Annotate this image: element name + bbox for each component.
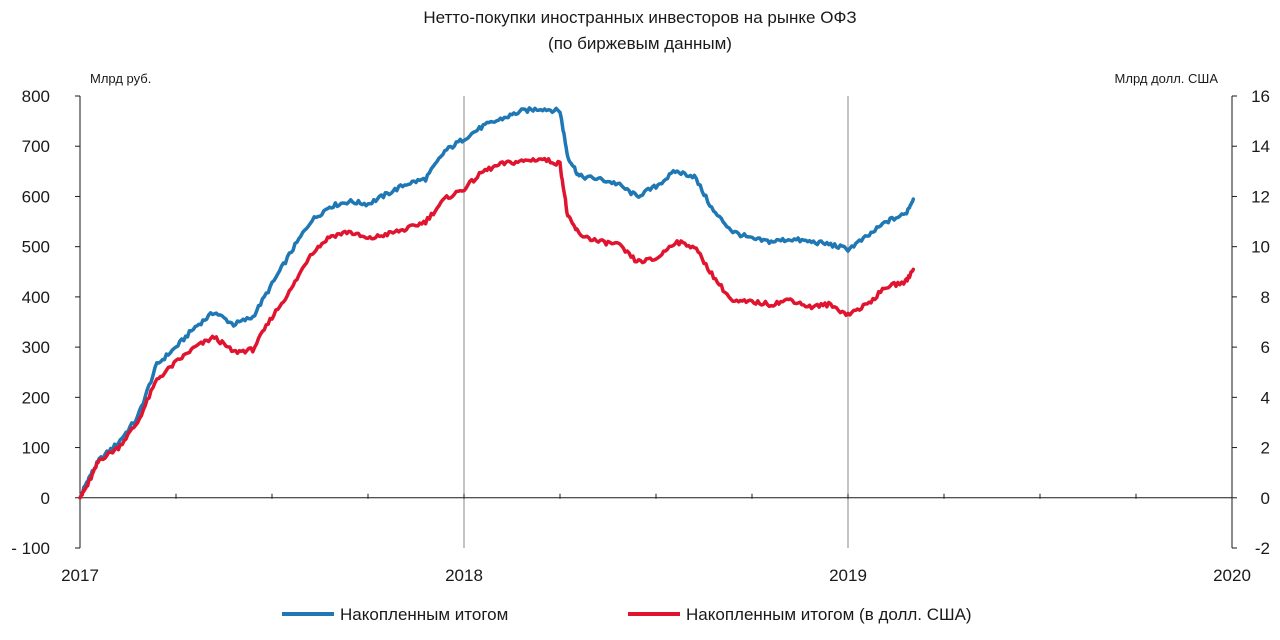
left-tick-label: 600: [22, 187, 50, 206]
right-tick-label: 16: [1251, 87, 1270, 106]
right-tick-label: -2: [1255, 539, 1270, 558]
left-tick-label: 400: [22, 288, 50, 307]
right-tick-label: 2: [1261, 439, 1270, 458]
right-tick-label: 10: [1251, 238, 1270, 257]
left-tick-label: 300: [22, 338, 50, 357]
series: [78, 106, 916, 500]
grid: [463, 96, 849, 548]
left-tick-label: 200: [22, 388, 50, 407]
x-tick-label: 2017: [61, 566, 99, 585]
left-tick-label: 0: [41, 489, 50, 508]
tick-labels: 800 700 600 500 400 300 200 100 0 - 100 16 14 12 10 8 6…: [11, 87, 1270, 585]
series-line-usd: [78, 156, 916, 500]
legend-label-rub: Накопленным итогом: [340, 605, 508, 624]
left-tick-label: 500: [22, 238, 50, 257]
right-tick-label: 0: [1261, 489, 1270, 508]
chart-subtitle: (по биржевым данным): [548, 34, 732, 53]
right-tick-label: 8: [1261, 288, 1270, 307]
left-tick-label: 700: [22, 137, 50, 156]
x-tick-label: 2020: [1213, 566, 1251, 585]
left-tick-label: 100: [22, 439, 50, 458]
right-axis-unit: Млрд долл. США: [1115, 71, 1219, 86]
right-tick-label: 4: [1261, 388, 1270, 407]
chart-title: Нетто-покупки иностранных инвесторов на …: [423, 8, 856, 27]
x-tick-label: 2018: [445, 566, 483, 585]
left-tick-label: 800: [22, 87, 50, 106]
left-axis-unit: Млрд руб.: [90, 71, 151, 86]
right-tick-label: 12: [1251, 187, 1270, 206]
axes: [75, 95, 1237, 549]
series-line-rub: [78, 106, 916, 500]
left-tick-label: - 100: [11, 539, 50, 558]
legend-label-usd: Накопленным итогом (в долл. США): [686, 605, 972, 624]
x-tick-label: 2019: [829, 566, 867, 585]
right-tick-label: 6: [1261, 338, 1270, 357]
legend: Накопленным итогом Накопленным итогом (в…: [282, 605, 972, 624]
right-tick-label: 14: [1251, 137, 1270, 156]
